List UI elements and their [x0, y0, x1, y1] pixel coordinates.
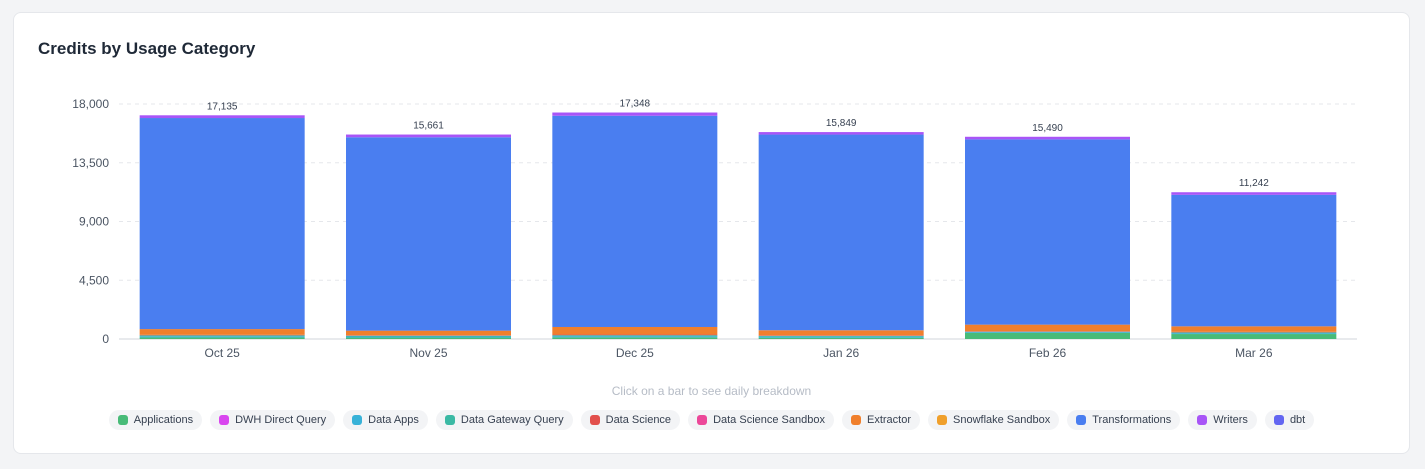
legend-item[interactable]: Data Science	[580, 410, 681, 430]
chart-card: Credits by Usage Category 0 4,500 9,000 13,…	[13, 12, 1410, 454]
bar-segment[interactable]	[139, 335, 305, 337]
legend-label: Data Gateway Query	[460, 414, 564, 426]
bar-segment[interactable]	[346, 335, 511, 336]
legend-item[interactable]: Data Apps	[343, 410, 428, 430]
chart-legend: Applications DWH Direct Query Data Apps Dat…	[14, 410, 1409, 430]
legend-swatch	[352, 415, 363, 425]
legend-swatch	[589, 415, 600, 425]
x-tick-label: Mar 26	[1235, 346, 1273, 360]
x-tick-label: Feb 26	[1029, 346, 1067, 360]
bar-segment[interactable]	[552, 335, 718, 337]
legend-swatch	[850, 415, 861, 425]
bar-segment[interactable]	[758, 335, 924, 336]
bar-segment[interactable]	[965, 332, 1130, 333]
bar-segment[interactable]	[758, 330, 924, 336]
y-tick-label: 9,000	[79, 215, 109, 229]
legend-label: Writers	[1213, 414, 1248, 426]
legend-item[interactable]: Transformations	[1067, 410, 1181, 430]
y-tick-label: 0	[102, 332, 109, 346]
legend-swatch	[1197, 415, 1208, 425]
legend-swatch	[937, 415, 947, 425]
bar-segment[interactable]	[552, 326, 718, 335]
legend-label: Data Science Sandbox	[713, 414, 825, 426]
bar-total-label: 17,348	[620, 99, 651, 110]
bar-segment[interactable]	[965, 332, 1130, 339]
legend-swatch	[219, 415, 230, 425]
legend-label: Snowflake Sandbox	[953, 414, 1051, 426]
x-tick-label: Oct 25	[204, 346, 240, 360]
legend-swatch	[697, 415, 708, 425]
legend-label: Extractor	[866, 414, 911, 426]
bar-segment[interactable]	[552, 115, 718, 327]
bar-total-label: 15,661	[413, 121, 444, 132]
legend-swatch	[117, 415, 128, 425]
bar-segment[interactable]	[1171, 326, 1337, 332]
bar-total-label: 15,490	[1032, 123, 1063, 134]
y-tick-label: 13,500	[72, 156, 109, 170]
legend-item[interactable]: Writers	[1188, 410, 1257, 430]
bar-segment[interactable]	[552, 336, 718, 338]
legend-swatch	[444, 415, 455, 425]
legend-item[interactable]: Applications	[108, 410, 203, 430]
bar-segment[interactable]	[965, 324, 1130, 332]
bar-segment[interactable]	[965, 331, 1130, 332]
legend-item[interactable]: DWH Direct Query	[210, 410, 336, 430]
bar-segment[interactable]	[965, 139, 1130, 325]
bar-segment[interactable]	[965, 136, 1130, 140]
legend-item[interactable]: Snowflake Sandbox	[928, 410, 1060, 430]
page-title: Credits by Usage Category	[38, 39, 256, 58]
y-tick-label: 18,000	[72, 97, 109, 111]
legend-label: Applications	[133, 414, 194, 426]
bar-segment[interactable]	[758, 132, 924, 135]
x-tick-label: Nov 25	[409, 346, 447, 360]
legend-label: Data Apps	[368, 414, 419, 426]
bar-segment[interactable]	[758, 337, 924, 339]
legend-swatch	[1273, 415, 1284, 425]
bar-segment[interactable]	[346, 137, 511, 331]
bar-segment[interactable]	[552, 334, 718, 336]
bar-segment[interactable]	[1171, 333, 1337, 335]
bar-segment[interactable]	[346, 330, 511, 336]
bar-segment[interactable]	[965, 331, 1130, 333]
chart-hint: Click on a bar to see daily breakdown	[611, 384, 812, 398]
stacked-bar-chart: 0 4,500 9,000 13,500 18,000 17,135 Oct 25 15,66…	[72, 97, 1357, 360]
bar-segment[interactable]	[1171, 332, 1337, 334]
bar-segment[interactable]	[139, 337, 305, 339]
bar-segment[interactable]	[1171, 192, 1337, 195]
bar-segment[interactable]	[1171, 194, 1337, 327]
bar-total-label: 17,135	[207, 101, 238, 112]
legend-label: Data Science	[605, 414, 672, 426]
bar-segment[interactable]	[346, 134, 511, 138]
legend-label: dbt	[1289, 414, 1306, 426]
x-tick-label: Dec 25	[616, 346, 654, 360]
bar-segment[interactable]	[346, 336, 511, 338]
bar-segment[interactable]	[758, 336, 924, 338]
bar-segment[interactable]	[346, 337, 511, 339]
legend-item[interactable]: Data Science Sandbox	[688, 410, 834, 430]
legend-label: DWH Direct Query	[235, 414, 327, 426]
bar-segment[interactable]	[139, 336, 305, 338]
bar-segment[interactable]	[1171, 331, 1337, 333]
bar-segment[interactable]	[139, 115, 305, 119]
legend-item[interactable]: Data Gateway Query	[435, 410, 573, 430]
bar-segment[interactable]	[552, 337, 718, 339]
bar-segment[interactable]	[139, 334, 305, 336]
bar-segment[interactable]	[139, 329, 305, 335]
bar-total-label: 15,849	[826, 118, 857, 129]
bar-segment[interactable]	[758, 134, 924, 331]
bar-segment[interactable]	[139, 118, 305, 330]
y-tick-label: 4,500	[79, 273, 109, 287]
legend-item[interactable]: Extractor	[841, 410, 920, 430]
bar-segment[interactable]	[346, 335, 511, 337]
bar-segment[interactable]	[552, 112, 718, 116]
bar-segment[interactable]	[1171, 334, 1337, 339]
legend-item[interactable]: dbt	[1264, 410, 1315, 430]
legend-swatch	[1076, 415, 1087, 425]
legend-label: Transformations	[1092, 414, 1172, 426]
x-tick-label: Jan 26	[823, 346, 859, 360]
bar-total-label: 11,242	[1239, 178, 1269, 189]
bar-segment[interactable]	[758, 335, 924, 337]
